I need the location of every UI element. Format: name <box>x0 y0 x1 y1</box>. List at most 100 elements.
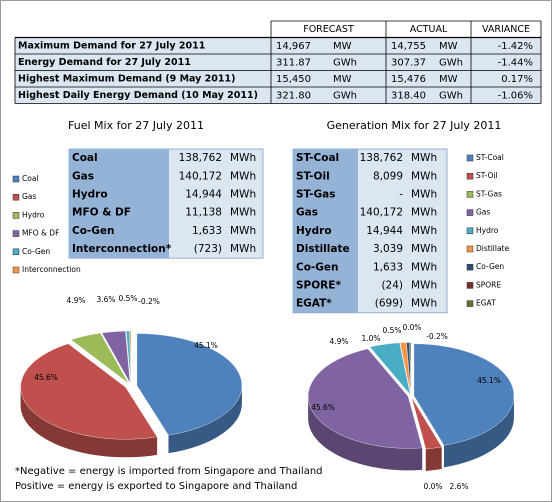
fuel-unit: MWh <box>411 280 437 292</box>
fuel-value: 1,633 <box>192 225 222 237</box>
forecast-value: 311.87 <box>276 57 311 68</box>
slice-label: 2.6% <box>449 482 468 491</box>
fuel-value: 3,039 <box>373 243 403 255</box>
fuel-name: Hydro <box>72 189 108 201</box>
fuel-name: Gas <box>296 207 318 219</box>
pie-slice <box>20 343 158 440</box>
pie-slice <box>413 343 515 446</box>
slice-label: 1.0% <box>361 334 380 343</box>
legend-label: MFO & DF <box>22 229 59 238</box>
variance-value: -1.06% <box>498 90 533 101</box>
pie-slice <box>411 397 442 450</box>
slice-side <box>308 396 423 471</box>
fuel-value: 11,138 <box>185 207 222 219</box>
fuel-unit: MWh <box>230 152 256 164</box>
fuel-name: MFO & DF <box>72 207 131 219</box>
row-label: Highest Daily Energy Demand (10 May 2011… <box>18 90 258 101</box>
slice-side <box>443 395 514 468</box>
fuel-name: Distillate <box>296 243 350 255</box>
fuel-name: EGAT* <box>296 298 332 310</box>
row-label: Highest Maximum Demand (9 May 2011) <box>18 73 235 84</box>
actual-unit: GWh <box>439 90 463 101</box>
legend-label: SPORE <box>476 280 501 289</box>
slice-side <box>168 385 242 454</box>
legend-label: Gas <box>22 192 36 201</box>
fuel-name: SPORE* <box>296 280 341 292</box>
section-title: Generation Mix for 27 July 2011 <box>327 119 502 132</box>
legend-label: EGAT <box>476 299 496 308</box>
fuel-unit: MWh <box>411 261 437 273</box>
legend-swatch <box>12 248 20 256</box>
fuel-value: 140,172 <box>360 207 403 219</box>
slice-label: -0.2% <box>138 297 160 306</box>
legend-label: Coal <box>22 174 39 183</box>
header-bg <box>271 21 541 38</box>
pie-slice <box>409 342 412 395</box>
actual-value: 318.40 <box>391 90 426 101</box>
slice-label: 45.1% <box>477 376 501 385</box>
pie-slice <box>369 342 411 395</box>
fuel-name: Gas <box>72 170 94 182</box>
fuel-value: (24) <box>381 280 403 292</box>
legend-label: Hydro <box>476 226 499 235</box>
legend-swatch <box>12 266 20 274</box>
fuel-unit: MWh <box>411 189 437 201</box>
actual-unit: MW <box>439 74 458 85</box>
column-header: FORECAST <box>303 24 354 35</box>
forecast-value: 14,967 <box>276 41 311 52</box>
slice-label: 4.9% <box>329 337 348 346</box>
fuel-name: ST-Coal <box>296 152 339 164</box>
pie-slice <box>70 332 129 384</box>
forecast-unit: MW <box>333 74 352 85</box>
legend-swatch <box>466 209 474 216</box>
legend-swatch <box>466 300 474 307</box>
forecast-value: 15,450 <box>276 74 311 85</box>
footnote: Positive = energy is exported to Singapo… <box>15 481 297 492</box>
slice-label: 3.6% <box>96 295 115 304</box>
pie-slice <box>411 397 426 450</box>
row-bg <box>15 70 541 87</box>
actual-value: 14,755 <box>391 41 426 52</box>
fuel-unit: MWh <box>230 207 256 219</box>
forecast-unit: MW <box>333 41 352 52</box>
fuel-value: 138,762 <box>179 152 222 164</box>
slice-label: 0.0% <box>402 323 421 332</box>
fuel-value: 14,944 <box>366 225 403 237</box>
legend-swatch <box>466 191 474 198</box>
legend-label: ST-Coal <box>476 153 504 162</box>
legend-label: Interconnection <box>22 265 81 274</box>
name-col-bg <box>69 149 169 259</box>
fuel-name: Co-Gen <box>72 225 115 237</box>
fuel-value: 138,762 <box>360 152 403 164</box>
column-header: ACTUAL <box>410 24 448 35</box>
forecast-value: 321.80 <box>276 90 311 101</box>
legend-swatch <box>466 282 474 289</box>
legend-label: Co-Gen <box>476 262 504 271</box>
slice-label: -0.2% <box>426 332 448 341</box>
fuel-name: Coal <box>72 152 98 164</box>
actual-value: 15,476 <box>391 74 426 85</box>
fuel-unit: MWh <box>230 189 256 201</box>
legend-swatch <box>12 212 20 219</box>
legend-swatch <box>466 172 474 180</box>
fuel-value: (723) <box>194 243 222 255</box>
legend-label: ST-Gas <box>476 189 502 198</box>
actual-unit: MW <box>439 41 458 52</box>
legend-label: Gas <box>476 208 490 217</box>
fuel-unit: MWh <box>411 152 437 164</box>
fuel-value: 14,944 <box>185 189 222 201</box>
forecast-unit: GWh <box>333 90 357 101</box>
row-label: Maximum Demand for 27 July 2011 <box>18 40 205 51</box>
fuel-unit: MWh <box>411 225 437 237</box>
fuel-unit: MWh <box>230 225 256 237</box>
fuel-unit: MWh <box>411 170 437 182</box>
legend-swatch <box>466 227 474 235</box>
slice-side <box>20 387 158 458</box>
legend-label: Hydro <box>22 210 45 219</box>
fuel-name: Co-Gen <box>296 261 339 273</box>
fuel-unit: MWh <box>230 170 256 182</box>
fuel-name: ST-Oil <box>296 170 330 182</box>
row-label: Energy Demand for 27 July 2011 <box>18 57 191 68</box>
